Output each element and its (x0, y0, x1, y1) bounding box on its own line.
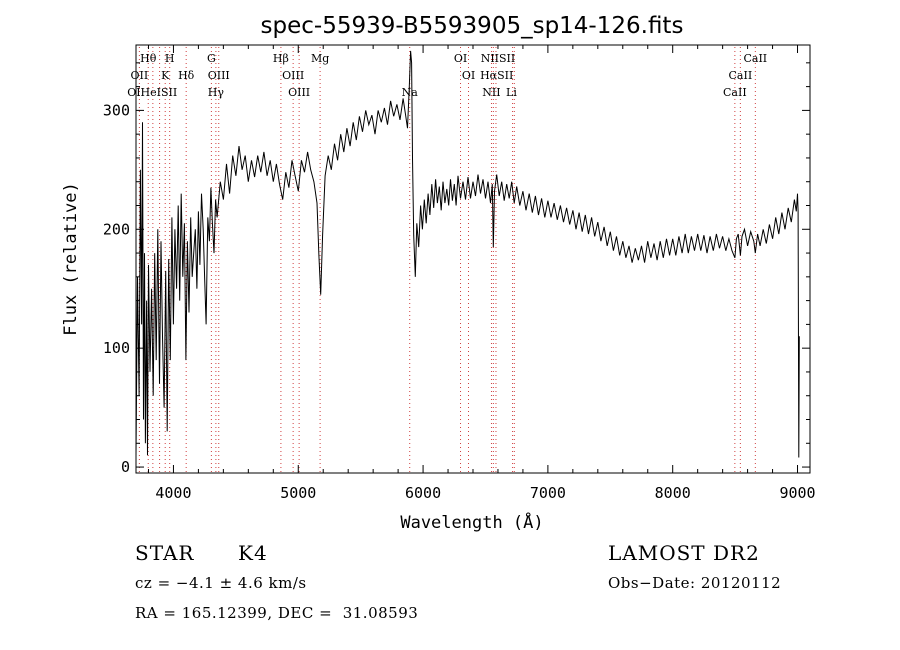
object-class: STAR (135, 541, 195, 565)
spectral-line-label: K (161, 69, 170, 82)
spectral-line-label: OI (454, 52, 467, 65)
y-tick-label: 100 (103, 339, 130, 357)
spectral-line-label: Na (402, 86, 419, 99)
spectral-line-label: OIHeISII (127, 86, 177, 99)
y-tick-label: 300 (103, 101, 130, 119)
spectral-line-label: CaII (723, 86, 747, 99)
x-tick-label: 7000 (530, 484, 566, 502)
spectral-line-label: CaII (743, 52, 767, 65)
x-tick-label: 6000 (405, 484, 441, 502)
spectrum-series (135, 50, 800, 458)
spectrum-line (135, 50, 800, 458)
spectral-line-label: Mg (311, 52, 329, 65)
y-axis-label: Flux (relative) (61, 182, 81, 336)
x-axis: 4000 5000 6000 7000 8000 9000 (147, 45, 816, 502)
plot-frame (135, 44, 811, 474)
x-tick-label: 9000 (779, 484, 815, 502)
y-axis: 0 100 200 300 (103, 62, 810, 476)
spectral-subclass: K4 (238, 541, 268, 565)
spectral-line-label: Li (506, 86, 517, 99)
survey-label: LAMOST DR2 (608, 541, 760, 565)
spectral-line-labels: Hθ H G Hβ Mg OI NIISII CaII OII K Hδ OIII OIII OI HαSI… (127, 52, 767, 99)
coordinates: RA = 165.12399, DEC = 31.08593 (135, 604, 419, 622)
spectral-line-label: G (207, 52, 216, 65)
spectral-line-label: Hθ (140, 52, 157, 65)
x-tick-label: 4000 (155, 484, 191, 502)
spectral-line-label: OIII (208, 69, 230, 82)
chart-title: spec-55939-B5593905_sp14-126.fits (261, 13, 684, 39)
y-tick-label: 200 (103, 220, 130, 238)
observation-date: Obs−Date: 20120112 (608, 574, 782, 592)
spectral-line-label: HαSII (480, 69, 513, 82)
spectral-line-label: Hδ (178, 69, 195, 82)
spectral-line-label: OI (462, 69, 475, 82)
spectral-line-label: NII (482, 86, 500, 99)
spectral-line-label: OIII (282, 69, 304, 82)
spectral-line-markers (138, 47, 756, 473)
spectral-line-label: OIII (288, 86, 310, 99)
x-axis-label: Wavelength (Å) (400, 511, 543, 533)
spectral-line-label: Hγ (208, 86, 225, 99)
spectral-line-label: H (165, 52, 175, 65)
spectral-line-label: OII (131, 69, 149, 82)
spectral-line-label: Hβ (273, 52, 289, 65)
x-tick-label: 5000 (280, 484, 316, 502)
x-tick-label: 8000 (655, 484, 691, 502)
y-tick-label: 0 (121, 458, 130, 476)
redshift-cz: cz = −4.1 ± 4.6 km/s (135, 574, 307, 592)
spectral-line-label: NIISII (481, 52, 516, 65)
spectral-line-label: CaII (729, 69, 753, 82)
